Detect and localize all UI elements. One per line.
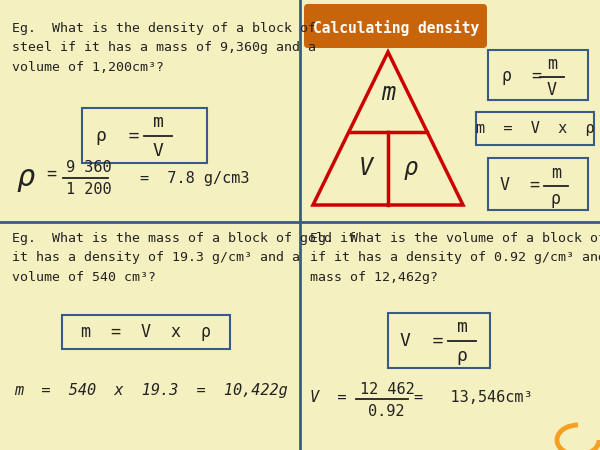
Bar <box>476 112 594 145</box>
Bar <box>82 108 207 163</box>
FancyBboxPatch shape <box>304 4 487 48</box>
Text: =  7.8 g/cm3: = 7.8 g/cm3 <box>140 171 250 185</box>
Text: ρ: ρ <box>551 190 561 208</box>
Text: V: V <box>358 156 373 180</box>
Text: m: m <box>547 55 557 73</box>
Bar <box>488 158 588 210</box>
Text: 0.92: 0.92 <box>368 404 404 419</box>
Text: Eg.  What is the mass of a block of gold if
it has a density of 19.3 g/cm³ and a: Eg. What is the mass of a block of gold … <box>12 232 356 284</box>
Text: 12 462: 12 462 <box>360 382 415 397</box>
Text: V  =: V = <box>400 332 443 350</box>
Text: m  =  V  x  ρ: m = V x ρ <box>81 323 211 341</box>
Text: V  =: V = <box>500 176 540 194</box>
Text: 1 200: 1 200 <box>66 183 112 198</box>
Text: ρ: ρ <box>16 163 34 193</box>
Bar <box>388 313 490 368</box>
Text: m: m <box>381 81 395 105</box>
Text: ρ: ρ <box>457 347 467 365</box>
Text: =: = <box>46 165 56 183</box>
Text: ρ: ρ <box>403 156 418 180</box>
Text: m: m <box>152 113 163 131</box>
Text: =   13,546cm³: = 13,546cm³ <box>414 391 533 405</box>
Text: V: V <box>152 142 163 160</box>
Text: V  =: V = <box>310 391 347 405</box>
Bar <box>488 50 588 100</box>
Text: Eg.  What is the volume of a block of ice
if it has a density of 0.92 g/cm³ and : Eg. What is the volume of a block of ice… <box>310 232 600 284</box>
Text: ρ  =: ρ = <box>96 127 139 145</box>
Text: m: m <box>457 318 467 336</box>
Text: 9 360: 9 360 <box>66 161 112 176</box>
Text: m: m <box>551 164 561 182</box>
Text: m  =  540  x  19.3  =  10,422g: m = 540 x 19.3 = 10,422g <box>14 382 288 397</box>
Bar <box>62 315 230 349</box>
Text: m  =  V  x  ρ: m = V x ρ <box>476 121 595 136</box>
Text: Calculating density: Calculating density <box>313 20 479 36</box>
Text: V: V <box>547 81 557 99</box>
Text: Eg.  What is the density of a block of
steel if it has a mass of 9,360g and a
vo: Eg. What is the density of a block of st… <box>12 22 316 74</box>
Text: ρ  =: ρ = <box>502 67 542 85</box>
